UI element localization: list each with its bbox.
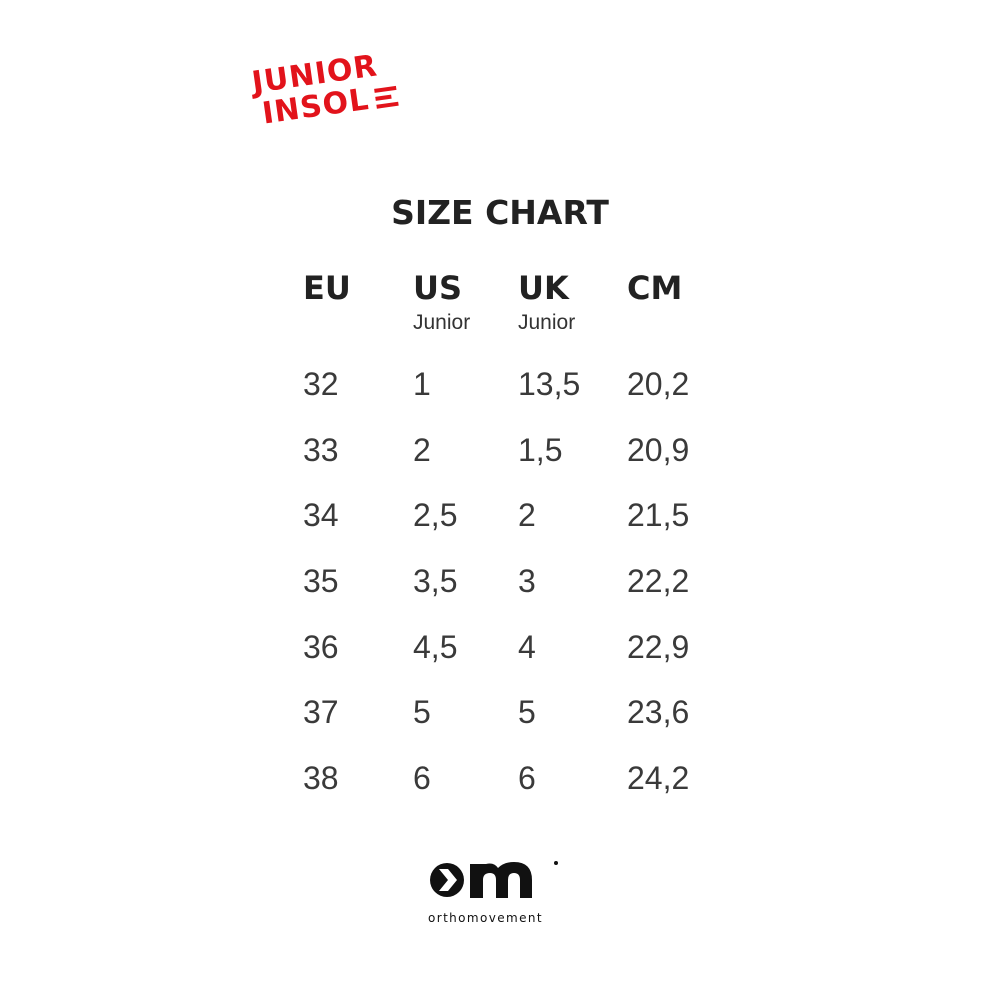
table-cell: 36 [303, 628, 339, 665]
table-cell: 2,5 [413, 497, 458, 534]
table-cell: 1,5 [518, 431, 563, 468]
column-header: EU [303, 269, 351, 307]
column-subheader [627, 308, 682, 338]
table-cell: 2 [413, 431, 431, 468]
table-cell: 35 [303, 563, 339, 600]
table-cell: 13,5 [518, 366, 581, 402]
column-header: US [413, 269, 463, 307]
table-cell: 6 [518, 760, 536, 797]
column-cm: CM 20,2 20,9 21,5 22,2 22,9 23,6 24,2 [627, 268, 689, 796]
logo-e-bars [373, 85, 399, 109]
column-header: CM [627, 269, 683, 307]
table-cell: 2 [518, 497, 536, 534]
column-subheader: Junior [413, 311, 471, 334]
column-subheader [303, 308, 351, 338]
table-cell: 34 [303, 497, 339, 534]
table-cell: 6 [413, 760, 431, 797]
table-cell: 20,2 [627, 366, 690, 402]
table-cell: 23,6 [627, 694, 690, 731]
table-cell: 5 [413, 694, 431, 731]
brand-name: orthomovement [428, 911, 544, 925]
table-cell: 4,5 [413, 628, 458, 665]
table-cell: 24,2 [627, 760, 690, 797]
table-cell: 22,2 [627, 563, 690, 600]
column-eu: EU 32 33 34 35 36 37 38 [303, 268, 351, 796]
table-cell: 21,5 [627, 497, 690, 534]
table-cell: 32 [303, 366, 339, 402]
table-cell: 3 [518, 563, 536, 600]
column-subheader: Junior [518, 311, 576, 334]
junior-insole-logo: JUNIOR INSOL [250, 48, 399, 132]
column-us: US Junior 1 2 2,5 3,5 4,5 5 6 [413, 268, 471, 796]
table-cell: 3,5 [413, 563, 458, 600]
table-cell: 37 [303, 694, 339, 731]
column-uk: UK Junior 13,5 1,5 2 3 4 5 6 [518, 268, 580, 796]
table-cell: 33 [303, 431, 339, 468]
table-cell: 5 [518, 694, 536, 731]
page-title: SIZE CHART [391, 193, 609, 232]
column-header: UK [518, 269, 569, 307]
table-cell: 1 [413, 366, 431, 402]
table-cell: 4 [518, 628, 536, 665]
table-cell: 22,9 [627, 628, 690, 665]
table-cell: 20,9 [627, 431, 690, 468]
table-cell: 38 [303, 760, 339, 797]
orthomovement-logo-mark [430, 861, 558, 898]
